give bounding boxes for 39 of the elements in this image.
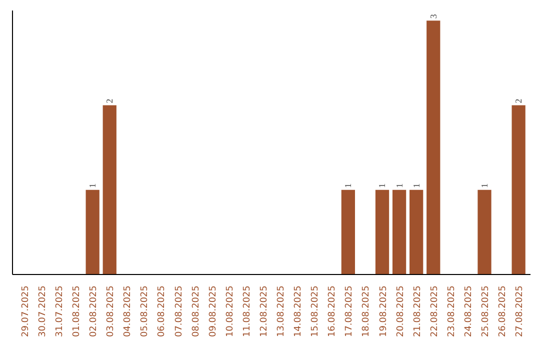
x-tick-label: 03.08.2025 [106,286,116,338]
x-tick-label: 30.07.2025 [38,286,48,338]
data-label: 3 [428,14,438,19]
x-tick-label: 10.08.2025 [225,286,236,338]
x-tick-label: 24.08.2025 [464,286,474,338]
x-tick-label: 04.08.2025 [123,286,134,338]
data-label: 2 [104,98,115,104]
x-tick-label: 09.08.2025 [208,286,218,338]
data-label: 1 [394,183,404,188]
x-tick-label: 05.08.2025 [140,286,150,338]
x-tick-label: 17.08.2025 [344,286,355,338]
x-tick-label: 23.08.2025 [446,286,457,338]
x-tick-label: 18.08.2025 [362,286,372,338]
x-tick-label: 14.08.2025 [294,286,304,338]
data-label: 1 [377,183,388,188]
x-tick-label: 21.08.2025 [412,286,423,338]
x-tick-label: 07.08.2025 [174,286,184,338]
x-tick-label: 12.08.2025 [259,286,270,338]
x-tick-label: 08.08.2025 [191,286,202,338]
x-tick-label: 22.08.2025 [430,286,440,338]
data-label: 1 [479,183,490,188]
data-label: 1 [343,183,354,188]
x-tick-label: 27.08.2025 [515,286,526,338]
x-tick-label: 19.08.2025 [378,286,389,338]
x-tick-label: 02.08.2025 [89,286,100,338]
data-label: 1 [411,183,422,188]
x-tick-label: 29.07.2025 [20,286,31,338]
x-tick-label: 16.08.2025 [328,286,338,338]
x-tick-label: 11.08.2025 [242,286,252,338]
x-tick-label: 13.08.2025 [276,286,287,338]
data-label: 2 [514,98,524,104]
x-tick-label: 25.08.2025 [480,286,491,338]
x-tick-label: 01.08.2025 [72,286,82,338]
x-tick-label: 15.08.2025 [310,286,321,338]
x-tick-label: 26.08.2025 [498,286,508,338]
data-label: 1 [88,183,98,188]
x-tick-label: 31.07.2025 [55,286,66,338]
x-tick-label: 06.08.2025 [157,286,168,338]
x-tick-label: 20.08.2025 [396,286,406,338]
